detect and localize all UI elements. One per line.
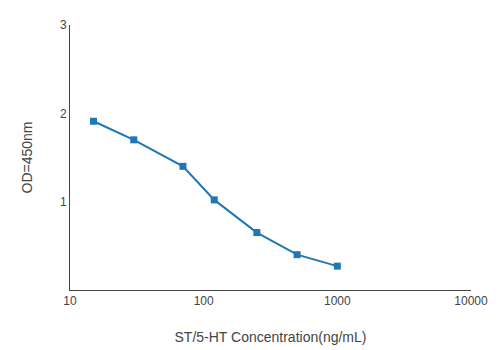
svg-text:2: 2 <box>60 107 67 121</box>
svg-text:ST/5-HT Concentration(ng/mL): ST/5-HT Concentration(ng/mL) <box>175 329 367 345</box>
svg-text:10: 10 <box>63 294 77 308</box>
svg-text:3: 3 <box>60 18 67 32</box>
svg-text:OD=450nm: OD=450nm <box>19 122 35 194</box>
svg-text:100: 100 <box>194 294 214 308</box>
svg-text:1: 1 <box>60 195 67 209</box>
svg-text:1000: 1000 <box>324 294 351 308</box>
svg-text:10000: 10000 <box>454 294 488 308</box>
